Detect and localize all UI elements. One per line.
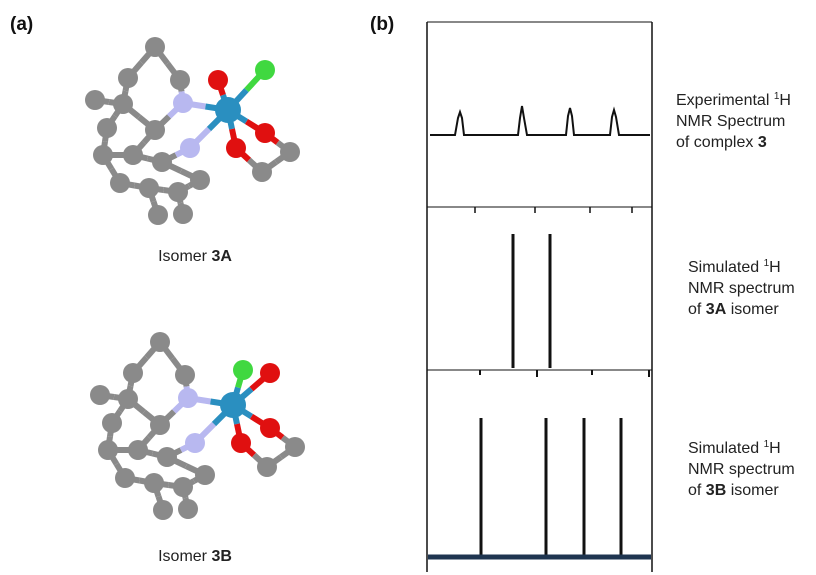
atom [173, 204, 193, 224]
caption-text: Simulated [688, 259, 764, 276]
atom [139, 178, 159, 198]
atom [195, 465, 215, 485]
caption-text: isomer [726, 301, 778, 318]
atom [280, 142, 300, 162]
simulated-spectrum-3a [480, 234, 649, 377]
atom [178, 499, 198, 519]
atom [144, 473, 164, 493]
atom [145, 120, 165, 140]
atom [173, 477, 193, 497]
atom [168, 182, 188, 202]
atom [157, 447, 177, 467]
caption-line: of complex 3 [676, 132, 791, 153]
atom [252, 162, 272, 182]
atom [148, 205, 168, 225]
caption-text: Isomer [158, 248, 211, 265]
caption-text: H [779, 92, 791, 109]
atom [260, 363, 280, 383]
atom [257, 457, 277, 477]
experimental-spectrum [430, 106, 650, 213]
atom [255, 60, 275, 80]
atom [231, 433, 251, 453]
caption-text: of [688, 482, 706, 499]
caption-text: H [769, 440, 781, 457]
caption-bold: 3A [706, 301, 726, 318]
caption-text: of [688, 301, 706, 318]
atom [97, 118, 117, 138]
atom [180, 138, 200, 158]
caption-text: of complex [676, 134, 758, 151]
caption-text: Simulated [688, 440, 764, 457]
atom [98, 440, 118, 460]
atom [145, 37, 165, 57]
atom [226, 138, 246, 158]
atom [208, 70, 228, 90]
atom [185, 433, 205, 453]
figure: (a) (b) Isomer 3A Isomer 3B Experimental… [0, 0, 816, 575]
atom [260, 418, 280, 438]
isomer-caption: Isomer 3B [95, 548, 295, 566]
caption-text: isomer [726, 482, 778, 499]
atom [123, 363, 143, 383]
panel-label: (a) [10, 14, 33, 36]
caption-bold: 3B [706, 482, 726, 499]
caption-line: of 3A isomer [688, 299, 795, 320]
isomer-caption: Isomer 3A [95, 248, 295, 266]
atom [102, 413, 122, 433]
spectra-frame [427, 22, 652, 572]
molecule-3a [85, 37, 300, 225]
caption-bold: 3 [758, 134, 767, 151]
caption-line: of 3B isomer [688, 480, 795, 501]
atom [152, 152, 172, 172]
panel-label: (b) [370, 14, 394, 36]
atom [150, 332, 170, 352]
atom [90, 385, 110, 405]
atom [118, 389, 138, 409]
caption-line: Simulated 1H [688, 257, 795, 278]
atom [118, 68, 138, 88]
caption-line: Experimental 1H [676, 90, 791, 111]
caption-text: Experimental [676, 92, 774, 109]
caption-text: Isomer [158, 548, 211, 565]
atom [175, 365, 195, 385]
atom [233, 360, 253, 380]
atom [220, 392, 246, 418]
atom [215, 97, 241, 123]
atom [190, 170, 210, 190]
atom [110, 173, 130, 193]
caption-line: NMR spectrum [688, 459, 795, 480]
atom [93, 145, 113, 165]
atom [128, 440, 148, 460]
atom [255, 123, 275, 143]
atom [285, 437, 305, 457]
atom [85, 90, 105, 110]
atom [113, 94, 133, 114]
simulated-spectrum-3b [428, 418, 651, 557]
atom [173, 93, 193, 113]
caption-line: NMR spectrum [688, 278, 795, 299]
atom [115, 468, 135, 488]
caption-line: NMR Spectrum [676, 111, 791, 132]
molecule-3b [90, 332, 305, 520]
caption-bold: 3A [211, 248, 231, 265]
caption-bold: 3B [211, 548, 231, 565]
atom [170, 70, 190, 90]
caption-line: Simulated 1H [688, 438, 795, 459]
atom [123, 145, 143, 165]
atom [153, 500, 173, 520]
atom [178, 388, 198, 408]
caption-text: H [769, 259, 781, 276]
atom [150, 415, 170, 435]
